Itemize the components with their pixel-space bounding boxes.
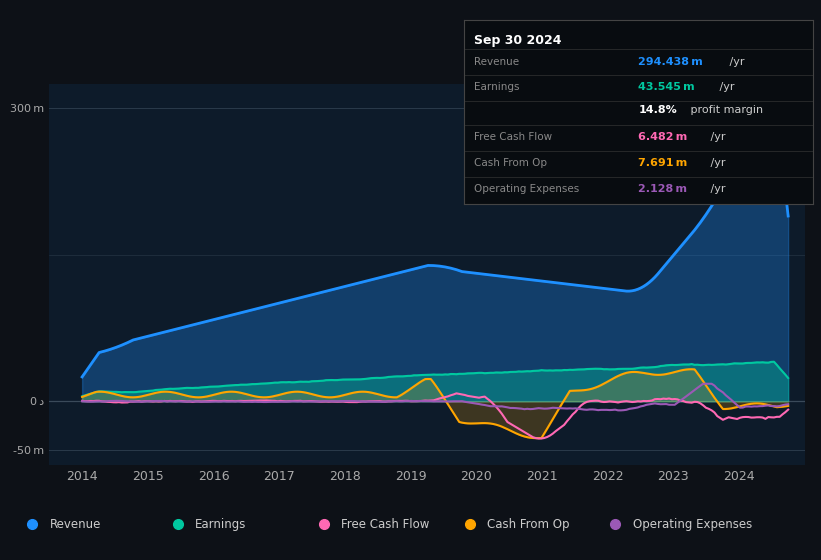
Text: Operating Expenses: Operating Expenses [633,518,752,531]
Text: profit margin: profit margin [687,105,764,115]
Text: Revenue: Revenue [475,57,520,67]
Text: /yr: /yr [727,57,745,67]
Text: 294.438 m: 294.438 m [639,57,703,67]
Text: /yr: /yr [707,132,725,142]
Text: 43.545 m: 43.545 m [639,82,695,92]
Text: Cash From Op: Cash From Op [487,518,570,531]
Text: 2.128 m: 2.128 m [639,184,687,194]
Text: Free Cash Flow: Free Cash Flow [475,132,553,142]
Text: Sep 30 2024: Sep 30 2024 [475,34,562,48]
Text: Operating Expenses: Operating Expenses [475,184,580,194]
Text: /yr: /yr [707,158,725,168]
Text: 14.8%: 14.8% [639,105,677,115]
Text: Revenue: Revenue [49,518,101,531]
Text: Earnings: Earnings [195,518,246,531]
Text: Free Cash Flow: Free Cash Flow [342,518,429,531]
Text: 7.691 m: 7.691 m [639,158,687,168]
Text: /yr: /yr [707,184,725,194]
Text: Earnings: Earnings [475,82,520,92]
Text: /yr: /yr [717,82,735,92]
Text: 6.482 m: 6.482 m [639,132,687,142]
Text: Cash From Op: Cash From Op [475,158,548,168]
